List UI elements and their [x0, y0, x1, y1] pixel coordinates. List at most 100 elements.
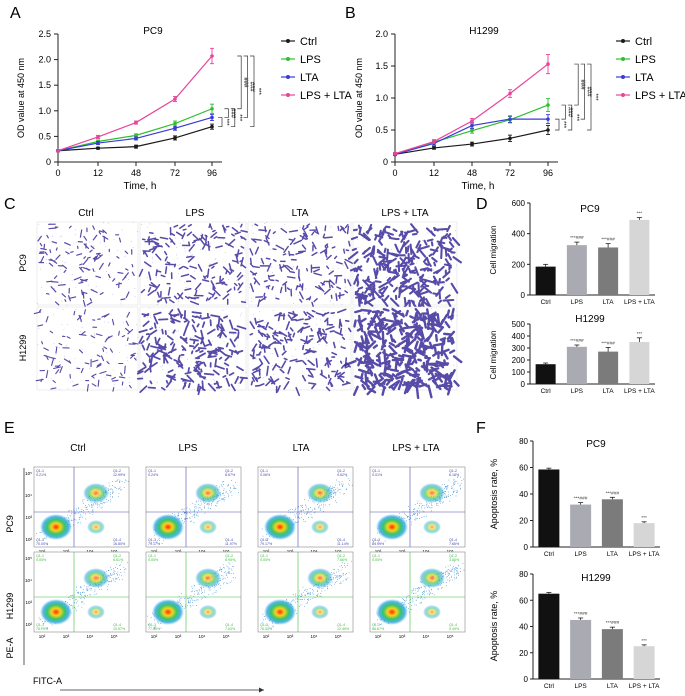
panel-f2-ylabel: Apoptosis rate, %: [489, 591, 499, 662]
data-point-lta: [134, 136, 138, 141]
quadrant-percentage: 12.99%: [113, 473, 126, 477]
early-apoptotic-population: [311, 605, 329, 619]
significance-label: ***: [223, 119, 229, 127]
bar-annotation: ***###: [601, 237, 615, 243]
ytick-label: 500: [512, 320, 526, 329]
category-label: LTA: [603, 299, 615, 306]
panel-f2-title: H1299: [581, 573, 611, 584]
panel-e-column-label: LPS: [179, 443, 198, 454]
flow-xtick-label: 10⁴: [311, 634, 318, 639]
quadrant-name: Q1-2: [449, 554, 457, 558]
quadrant-name: Q1-4: [225, 538, 233, 542]
data-point-lta: [546, 117, 550, 121]
bar-annotation: ***: [641, 515, 647, 521]
panel-b-legend-marker-lps-lta: [621, 93, 625, 97]
panel-f1-bars: Ctrl ***### LPS ***### LTA *** LPS + LTA: [538, 467, 660, 558]
category-label: LTA: [607, 551, 619, 558]
quadrant-percentage: 7.63%: [225, 627, 236, 631]
flow-plot-pc9-lps: Q1-10.24% Q1-28.67% Q1-379.17% Q1-411.97% 10…: [145, 466, 242, 554]
quadrant-percentage: 12.49%: [337, 627, 350, 631]
bar-lta: [598, 351, 619, 384]
panel-e-x-arrowhead: [259, 687, 264, 693]
quadrant-percentage: 79.17%: [260, 542, 273, 546]
quadrant-name: Q1-2: [337, 469, 345, 473]
significance-bracket: [218, 117, 223, 128]
bar-lps: [566, 245, 587, 295]
category-label: LPS + LTA: [629, 683, 660, 690]
early-apoptotic-population: [87, 520, 105, 534]
membrane-pores: [354, 307, 458, 391]
flow-ytick-label: 10²: [25, 537, 32, 542]
bar-ctrl: [535, 364, 556, 384]
significance-label: ###: [229, 108, 235, 119]
bar-annotation: ***###: [574, 496, 588, 502]
quadrant-name: Q1-3: [36, 538, 44, 542]
panel-label-a: A: [10, 5, 21, 22]
ytick-label: 40: [519, 490, 528, 499]
data-point-lps: [173, 121, 177, 126]
bar-ctrl: [538, 593, 560, 679]
panel-a-legend-label-ctrl: Ctrl: [300, 36, 317, 48]
stained-cells: [136, 308, 249, 396]
panel-b-legend-label-lps: LPS: [635, 54, 656, 66]
bar-annotation: ***: [637, 211, 643, 217]
data-point-lta: [470, 123, 474, 128]
ytick-label: 20: [519, 649, 528, 658]
significance-bracket: [561, 104, 566, 120]
flow-xtick-label: 10⁴: [87, 634, 94, 639]
panel-e-column-label: LPS + LTA: [392, 443, 439, 454]
significance-label: ***: [573, 114, 579, 122]
flow-xtick-label: 10³: [399, 549, 406, 554]
panel-d2-title: H1299: [575, 314, 605, 325]
quadrant-name: Q1-4: [449, 538, 457, 542]
panel-a-yticks: 0 0.5 1.0 1.5 2.0 2.5: [38, 29, 58, 167]
migration-tile-pc9-lps-lta: [347, 221, 462, 310]
panel-f1-title: PC9: [586, 439, 606, 450]
quadrant-name: Q1-3: [372, 538, 380, 542]
panel-d2-ylabel: Cell migration: [489, 331, 498, 380]
membrane-pores: [141, 221, 246, 305]
quadrant-name: Q1-1: [148, 554, 156, 558]
quadrant-name: Q1-2: [225, 554, 233, 558]
quadrant-name: Q1-4: [225, 623, 233, 627]
bar-annotation: ***###: [570, 338, 584, 344]
quadrant-percentage: 6.61%: [113, 558, 124, 562]
quadrant-percentage: 6.18%: [449, 473, 460, 477]
bar-lps: [570, 504, 592, 547]
early-apoptotic-population: [423, 605, 441, 619]
panel-a-xlabel: Time, h: [124, 181, 157, 192]
panel-b-ytick-label: 0.5: [375, 125, 388, 135]
flow-ytick-label: 10⁵: [25, 556, 32, 561]
flow-plot-frame: [257, 551, 354, 633]
panel-b-ytick-label: 0: [383, 157, 388, 167]
significance-label: ***: [236, 114, 242, 122]
bar-annotation: ***###: [574, 611, 588, 617]
panel-b-legend-marker-lps: [621, 57, 625, 61]
panel-a-ytick-label: 1.0: [38, 106, 51, 116]
membrane-pores: [142, 307, 247, 391]
panel-a-significance-brackets: ***### ***### ### ***: [218, 55, 261, 128]
late-apoptotic-population: [83, 568, 109, 588]
panel-a-xtick-label: 0: [55, 168, 60, 178]
quadrant-name: Q1-4: [337, 538, 345, 542]
panel-d2-yticks: 0 100 200 300 400 500: [512, 320, 530, 389]
panel-b-yticks: 0 0.5 1.0 1.5 2.0: [375, 29, 395, 167]
category-label: LPS + LTA: [624, 388, 655, 395]
data-point-lps-lta: [210, 54, 214, 58]
stained-cells: [343, 307, 463, 400]
data-point-lta: [173, 126, 177, 131]
quadrant-name: Q1-1: [372, 469, 380, 473]
quadrant-percentage: 84.99%: [372, 542, 385, 546]
quadrant-percentage: 0.06%: [260, 473, 271, 477]
quadrant-percentage: 0.01%: [372, 473, 383, 477]
ytick-label: 600: [512, 199, 526, 208]
data-point-lps-lta: [393, 151, 397, 156]
membrane-pores: [355, 225, 458, 305]
quadrant-name: Q1-1: [148, 469, 156, 473]
panel-d1-ylabel: Cell migration: [489, 226, 498, 275]
quadrant-percentage: 9.49%: [449, 627, 460, 631]
flow-ytick-label: 10²: [25, 622, 32, 627]
panel-b-significance-brackets: ***###***######***: [555, 63, 598, 131]
membrane-pores: [248, 221, 352, 306]
data-point-lta: [210, 115, 214, 120]
